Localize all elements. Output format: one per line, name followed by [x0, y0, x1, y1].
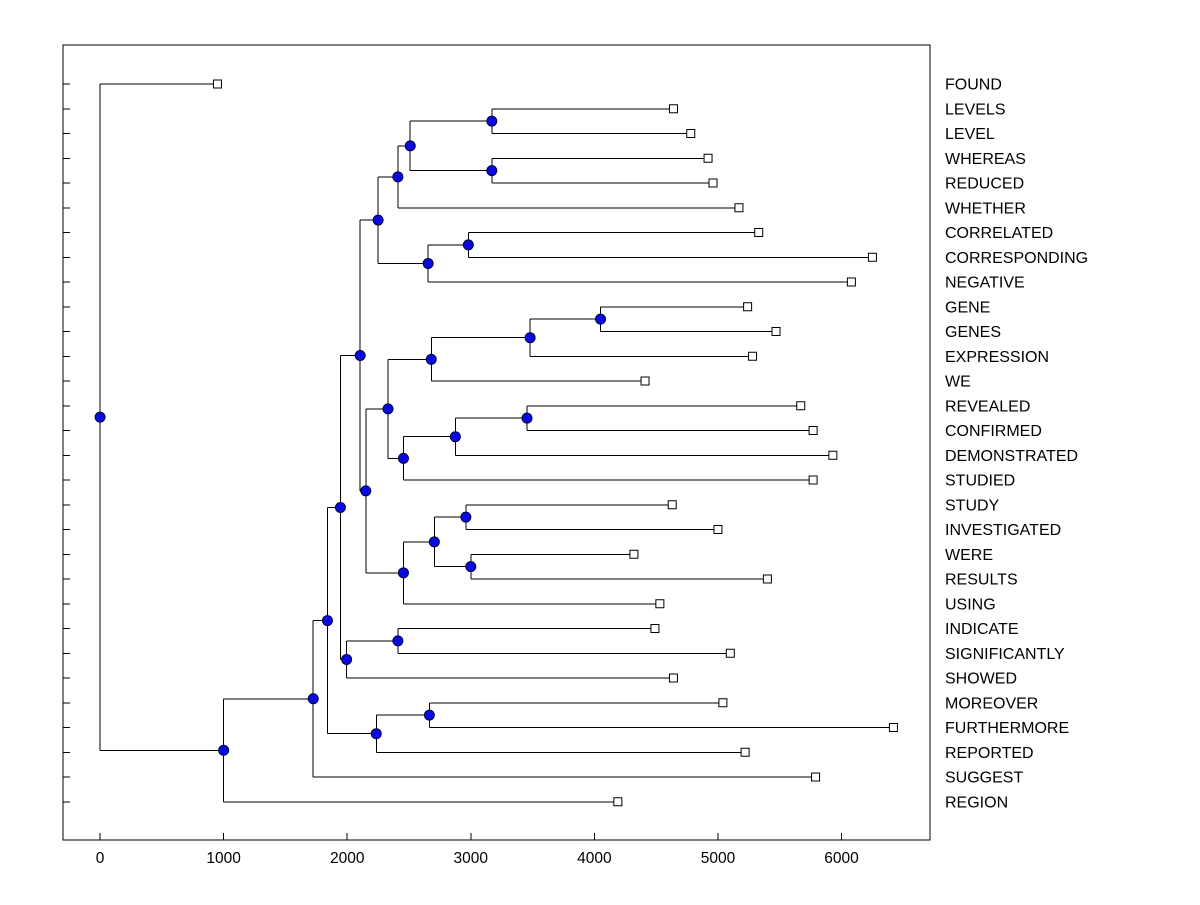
leaf-marker-square	[667, 500, 677, 510]
leaf-marker-square	[808, 426, 818, 435]
leaf-label: NEGATIVE	[945, 275, 1025, 292]
internal-node-marker	[595, 313, 607, 325]
leaf-label: LEVEL	[945, 126, 995, 143]
internal-node-marker	[392, 635, 404, 647]
leaf-label: WHEREAS	[945, 151, 1026, 168]
leaf-label: INVESTIGATED	[945, 522, 1061, 539]
leaf-marker-square	[718, 698, 728, 708]
internal-node-marker	[94, 411, 106, 423]
x-tick-label: 6000	[824, 850, 859, 867]
leaf-marker-square	[888, 723, 898, 732]
x-tick-label: 5000	[701, 850, 736, 867]
leaf-label: SIGNIFICANTLY	[945, 646, 1065, 663]
leaf-marker-square	[828, 450, 838, 460]
leaf-label: WHETHER	[945, 200, 1026, 217]
internal-node-marker	[397, 452, 409, 464]
x-tick-label: 2000	[330, 850, 365, 867]
leaf-marker-square	[734, 203, 744, 213]
leaf-marker-square	[771, 327, 781, 336]
leaf-label: GENES	[945, 324, 1001, 341]
x-tick-label: 3000	[454, 850, 489, 867]
internal-node-marker	[382, 403, 394, 415]
internal-node-marker	[218, 744, 230, 756]
leaf-label: RESULTS	[945, 572, 1018, 589]
leaf-marker-square	[703, 153, 713, 163]
leaf-marker-square	[640, 376, 650, 386]
internal-node-marker	[486, 165, 498, 177]
internal-node-marker	[307, 693, 319, 705]
leaf-label: REPORTED	[945, 745, 1034, 762]
leaf-marker-square	[796, 401, 806, 411]
leaf-label: CORRELATED	[945, 225, 1053, 242]
internal-node-marker	[334, 501, 346, 513]
leaf-label: LEVELS	[945, 101, 1005, 118]
leaf-marker-square	[811, 772, 821, 782]
leaf-label: FOUND	[945, 77, 1002, 94]
leaf-label: REVEALED	[945, 398, 1030, 415]
leaf-label: GENE	[945, 299, 990, 316]
leaf-marker-square	[629, 549, 639, 559]
internal-node-marker	[449, 431, 461, 443]
leaf-label: MOREOVER	[945, 695, 1038, 712]
leaf-marker-square	[762, 574, 772, 584]
leaf-marker-square	[212, 79, 222, 89]
leaf-label: DEMONSTRATED	[945, 448, 1078, 465]
leaf-marker-square	[650, 624, 660, 633]
leaf-marker-square	[867, 252, 877, 262]
leaf-label: FURTHERMORE	[945, 720, 1069, 737]
x-tick-label: 0	[96, 850, 105, 867]
leaf-label: SHOWED	[945, 671, 1017, 688]
leaf-marker-square	[613, 797, 623, 807]
internal-node-marker	[404, 140, 416, 152]
internal-node-marker	[341, 653, 353, 665]
leaf-label: INDICATE	[945, 621, 1018, 638]
leaf-marker-square	[754, 228, 764, 237]
internal-node-marker	[428, 536, 440, 548]
internal-node-marker	[423, 709, 435, 721]
internal-node-marker	[460, 511, 472, 523]
internal-node-marker	[486, 115, 498, 127]
leaf-marker-square	[708, 178, 718, 188]
leaf-marker-square	[668, 673, 678, 683]
leaf-label: CONFIRMED	[945, 423, 1042, 440]
leaf-label: STUDY	[945, 497, 1000, 514]
leaf-label: REGION	[945, 794, 1008, 811]
leaf-label: WERE	[945, 547, 993, 564]
internal-node-marker	[354, 349, 366, 361]
leaf-marker-square	[713, 525, 723, 534]
leaf-label: SUGGEST	[945, 770, 1023, 787]
leaf-marker-square	[846, 277, 856, 287]
internal-node-marker	[425, 353, 437, 365]
leaf-label: USING	[945, 596, 996, 613]
leaf-marker-square	[668, 104, 678, 114]
leaf-marker-square	[686, 129, 696, 138]
leaf-marker-square	[725, 648, 735, 658]
leaf-label: STUDIED	[945, 473, 1015, 490]
internal-node-marker	[360, 485, 372, 497]
leaf-label: EXPRESSION	[945, 349, 1049, 366]
internal-node-marker	[397, 567, 409, 579]
leaf-marker-square	[743, 302, 753, 312]
internal-node-marker	[372, 214, 384, 226]
internal-node-marker	[462, 239, 474, 251]
internal-node-marker	[321, 615, 333, 627]
leaf-label: WE	[945, 374, 971, 391]
leaf-label: CORRESPONDING	[945, 250, 1088, 267]
internal-node-marker	[524, 332, 536, 344]
internal-node-marker	[370, 728, 382, 740]
leaf-label: REDUCED	[945, 176, 1024, 193]
leaf-marker-square	[748, 351, 758, 361]
x-tick-label: 1000	[206, 850, 241, 867]
leaf-marker-square	[740, 747, 750, 757]
internal-node-marker	[521, 412, 533, 424]
x-tick-label: 4000	[577, 850, 612, 867]
leaf-marker-square	[808, 475, 818, 485]
internal-node-marker	[392, 171, 404, 183]
leaf-marker-square	[655, 599, 665, 609]
plot-axes-box	[62, 44, 931, 841]
internal-node-marker	[422, 257, 434, 269]
internal-node-marker	[465, 561, 477, 573]
